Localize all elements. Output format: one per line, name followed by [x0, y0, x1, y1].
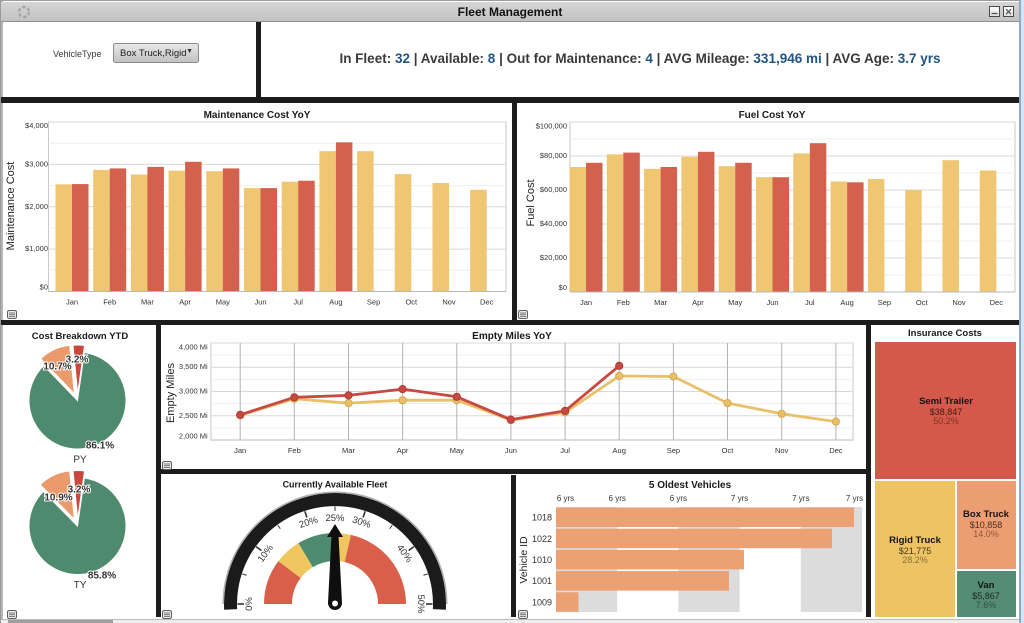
svg-text:Feb: Feb [103, 298, 116, 307]
svg-text:6 yrs: 6 yrs [609, 494, 626, 503]
svg-text:Mar: Mar [342, 446, 355, 455]
svg-text:Mar: Mar [654, 298, 667, 307]
svg-text:6 yrs: 6 yrs [670, 494, 687, 503]
svg-text:2,000 Mi: 2,000 Mi [179, 431, 208, 440]
svg-text:Oct: Oct [405, 298, 418, 307]
svg-text:Vehicle ID: Vehicle ID [518, 536, 530, 584]
svg-text:10.7%: 10.7% [43, 362, 71, 373]
svg-text:Fuel Cost: Fuel Cost [525, 179, 537, 226]
svg-text:5 Oldest Vehicles: 5 Oldest Vehicles [649, 480, 732, 491]
svg-text:$0: $0 [40, 282, 48, 291]
svg-text:6 yrs: 6 yrs [557, 494, 574, 503]
svg-text:Aug: Aug [329, 298, 342, 307]
svg-text:3.2%: 3.2% [68, 485, 91, 496]
svg-text:May: May [728, 298, 742, 307]
svg-text:Sep: Sep [667, 446, 680, 455]
svg-text:1001: 1001 [532, 576, 552, 586]
svg-text:May: May [450, 446, 464, 455]
svg-text:50%: 50% [415, 594, 426, 614]
svg-text:10.9%: 10.9% [44, 493, 72, 504]
svg-text:3.2%: 3.2% [66, 355, 89, 366]
svg-text:Feb: Feb [288, 446, 301, 455]
svg-text:Dec: Dec [829, 446, 843, 455]
svg-text:3,000 Mi: 3,000 Mi [179, 386, 208, 395]
svg-text:Cost Breakdown YTD: Cost Breakdown YTD [32, 331, 129, 342]
svg-text:Maintenance Cost: Maintenance Cost [5, 162, 17, 251]
svg-text:Sep: Sep [878, 298, 891, 307]
svg-text:Nov: Nov [952, 298, 966, 307]
svg-text:Jul: Jul [805, 298, 815, 307]
svg-text:$4,000: $4,000 [25, 121, 48, 130]
svg-text:$60,000: $60,000 [540, 185, 567, 194]
svg-text:Mar: Mar [141, 298, 154, 307]
svg-text:$40,000: $40,000 [540, 219, 567, 228]
svg-text:Fuel Cost YoY: Fuel Cost YoY [739, 110, 806, 121]
svg-text:Jan: Jan [234, 446, 246, 455]
svg-text:1018: 1018 [532, 513, 552, 523]
svg-text:3,500 Mi: 3,500 Mi [179, 362, 208, 371]
svg-text:10%: 10% [256, 542, 276, 564]
svg-text:Oct: Oct [722, 446, 735, 455]
svg-text:Dec: Dec [480, 298, 494, 307]
svg-text:TY: TY [74, 580, 87, 591]
svg-text:$80,000: $80,000 [540, 151, 567, 160]
svg-text:$20,000: $20,000 [540, 253, 567, 262]
svg-text:Empty Miles YoY: Empty Miles YoY [472, 331, 552, 342]
svg-text:7 yrs: 7 yrs [731, 494, 748, 503]
svg-text:Aug: Aug [840, 298, 853, 307]
svg-text:7 yrs: 7 yrs [792, 494, 809, 503]
svg-text:2,500 Mi: 2,500 Mi [179, 411, 208, 420]
svg-text:Jun: Jun [766, 298, 778, 307]
svg-text:Maintenance Cost YoY: Maintenance Cost YoY [204, 110, 311, 121]
svg-text:Apr: Apr [179, 298, 191, 307]
svg-text:Dec: Dec [990, 298, 1004, 307]
svg-text:40%: 40% [394, 543, 414, 565]
svg-text:0%: 0% [244, 597, 255, 611]
svg-text:Aug: Aug [613, 446, 626, 455]
svg-text:85.8%: 85.8% [88, 571, 116, 582]
svg-text:1022: 1022 [532, 534, 552, 544]
svg-text:Apr: Apr [692, 298, 704, 307]
svg-text:$100,000: $100,000 [536, 121, 567, 130]
svg-text:Sep: Sep [367, 298, 380, 307]
svg-text:Currently Available Fleet: Currently Available Fleet [283, 480, 388, 490]
svg-text:Nov: Nov [442, 298, 456, 307]
svg-text:25%: 25% [325, 513, 345, 524]
svg-text:1009: 1009 [532, 597, 552, 607]
svg-text:$0: $0 [559, 283, 567, 292]
svg-text:Oct: Oct [916, 298, 929, 307]
svg-text:1010: 1010 [532, 555, 552, 565]
svg-text:$3,000: $3,000 [25, 159, 48, 168]
svg-text:PY: PY [73, 455, 87, 466]
svg-text:Jul: Jul [293, 298, 303, 307]
svg-text:86.1%: 86.1% [86, 441, 114, 452]
svg-text:Jan: Jan [66, 298, 78, 307]
svg-text:Feb: Feb [617, 298, 630, 307]
svg-text:$1,000: $1,000 [25, 244, 48, 253]
svg-text:Jun: Jun [254, 298, 266, 307]
svg-text:Jan: Jan [580, 298, 592, 307]
svg-text:Apr: Apr [397, 446, 409, 455]
svg-text:20%: 20% [298, 514, 320, 531]
svg-text:Empty Miles: Empty Miles [165, 363, 177, 423]
svg-text:May: May [216, 298, 230, 307]
svg-text:Jun: Jun [505, 446, 517, 455]
svg-text:30%: 30% [351, 515, 373, 532]
svg-text:$2,000: $2,000 [25, 202, 48, 211]
svg-text:Jul: Jul [560, 446, 570, 455]
svg-text:4,000 Mi: 4,000 Mi [179, 342, 208, 351]
svg-text:7 yrs: 7 yrs [846, 494, 863, 503]
svg-text:Nov: Nov [775, 446, 789, 455]
